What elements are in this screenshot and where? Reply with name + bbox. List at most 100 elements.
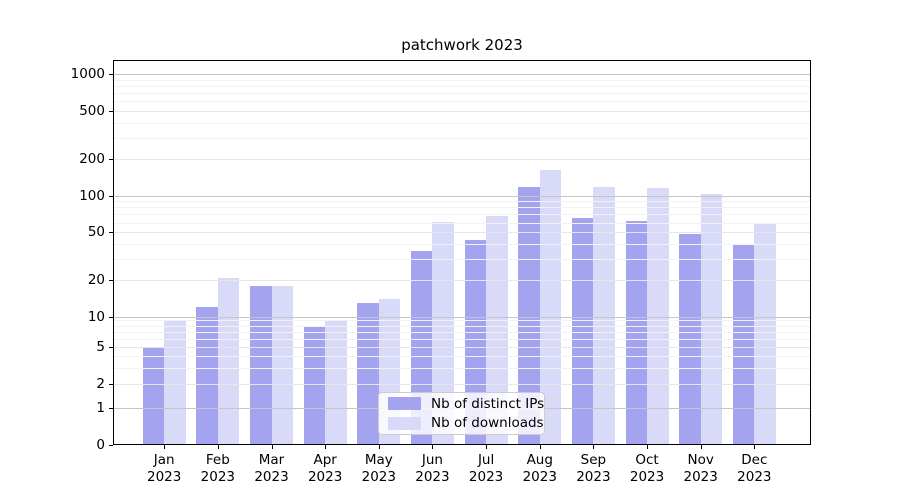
legend-item-distinct-ips: Nb of distinct IPs: [379, 395, 544, 413]
x-tick-label-may: May 2023: [361, 452, 396, 485]
gridline-y-800: [114, 86, 810, 88]
y-tick-label-500: 500: [79, 102, 105, 119]
x-tick-jul: [486, 445, 488, 449]
gridline-y-200: [114, 159, 810, 161]
chart-title: patchwork 2023: [401, 36, 523, 54]
x-tick-label-mar: Mar 2023: [254, 452, 289, 485]
x-tick-jun: [432, 445, 434, 449]
x-tick-nov: [700, 445, 702, 449]
gridline-y-600: [114, 101, 810, 103]
gridline-y-90: [114, 201, 810, 203]
bar-sep-nb-of-downloads: [593, 186, 615, 445]
gridline-y-5: [114, 346, 810, 348]
legend: Nb of distinct IPs Nb of downloads: [378, 392, 545, 435]
y-tick-label-10: 10: [87, 309, 105, 325]
gridline-y-700: [114, 93, 810, 95]
x-tick-feb: [217, 445, 219, 449]
gridline-y-10: [114, 317, 810, 318]
x-tick-label-apr: Apr 2023: [307, 452, 343, 485]
gridline-y-300: [114, 137, 810, 139]
y-tick-label-20: 20: [87, 272, 105, 289]
y-tick-label-0: 0: [96, 437, 105, 453]
gridline-y-4: [114, 355, 810, 357]
bar-jan-nb-of-downloads: [164, 320, 186, 445]
x-tick-label-feb: Feb 2023: [200, 452, 236, 485]
bar-apr-nb-of-downloads: [325, 320, 347, 445]
gridline-y-80: [114, 207, 810, 209]
y-tick-5: [109, 346, 113, 348]
x-tick-jan: [164, 445, 166, 449]
bar-nov-nb-of-downloads: [700, 193, 723, 445]
y-tick-10: [109, 317, 113, 318]
gridline-y-7: [114, 331, 810, 333]
gridline-y-50: [114, 232, 810, 234]
y-tick-1: [109, 407, 113, 409]
bar-jun-nb-of-downloads: [432, 221, 454, 445]
legend-swatch-downloads: [388, 416, 421, 430]
x-tick-oct: [647, 445, 649, 449]
bar-aug-nb-of-downloads: [539, 170, 562, 445]
gridline-y-100: [114, 195, 810, 197]
x-tick-apr: [325, 445, 327, 449]
y-tick-500: [109, 110, 113, 112]
gridline-y-20: [114, 280, 810, 282]
y-tick-label-100: 100: [79, 187, 105, 204]
bar-oct-nb-of-downloads: [647, 188, 669, 445]
y-tick-0: [109, 445, 113, 446]
legend-label-distinct-ips: Nb of distinct IPs: [431, 395, 545, 412]
legend-item-downloads: Nb of downloads: [379, 414, 544, 432]
x-tick-label-jul: Jul 2023: [468, 452, 504, 485]
gridline-y-30: [114, 259, 810, 261]
x-tick-sep: [593, 445, 595, 449]
y-tick-label-2: 2: [96, 376, 105, 393]
y-tick-100: [109, 195, 113, 197]
gridline-y-70: [114, 214, 810, 216]
gridline-y-500: [114, 110, 810, 112]
gridline-y-1000: [114, 74, 810, 76]
x-tick-may: [378, 445, 380, 449]
bar-dec-nb-of-downloads: [754, 224, 776, 445]
gridline-y-8: [114, 325, 810, 327]
bar-feb-nb-of-distinct-ips: [196, 307, 218, 445]
bar-sep-nb-of-distinct-ips: [571, 217, 594, 445]
y-tick-200: [109, 159, 113, 161]
gridline-y-60: [114, 222, 810, 224]
gridline-y-9: [114, 320, 810, 322]
x-tick-label-jan: Jan 2023: [147, 452, 182, 485]
y-tick-label-50: 50: [87, 224, 105, 241]
bar-mar-nb-of-downloads: [271, 286, 293, 445]
y-tick-2: [109, 384, 113, 386]
x-tick-label-aug: Aug 2023: [522, 452, 557, 485]
gridline-y-2: [114, 384, 810, 386]
gridline-y-900: [114, 79, 810, 81]
bar-apr-nb-of-distinct-ips: [303, 325, 326, 445]
x-tick-dec: [754, 445, 756, 449]
x-tick-label-oct: Oct 2023: [629, 452, 665, 485]
x-tick-label-jun: Jun 2023: [415, 452, 450, 485]
bar-mar-nb-of-distinct-ips: [250, 286, 272, 445]
y-tick-20: [109, 280, 113, 282]
bar-oct-nb-of-distinct-ips: [625, 220, 648, 445]
y-tick-label-200: 200: [79, 151, 105, 168]
y-tick-label-1: 1: [96, 399, 105, 416]
y-tick-1000: [109, 74, 113, 76]
gridline-y-40: [114, 243, 810, 245]
gridline-y-3: [114, 367, 810, 369]
bar-jul-nb-of-downloads: [486, 216, 508, 445]
legend-swatch-distinct-ips: [388, 397, 421, 411]
y-tick-50: [109, 232, 113, 234]
y-tick-label-1000: 1000: [70, 66, 105, 83]
gridline-y-400: [114, 122, 810, 124]
x-tick-label-sep: Sep 2023: [576, 452, 611, 485]
x-tick-mar: [271, 445, 273, 449]
bar-nov-nb-of-distinct-ips: [679, 234, 701, 445]
x-tick-label-dec: Dec 2023: [737, 452, 772, 485]
legend-label-downloads: Nb of downloads: [431, 415, 544, 432]
gridline-y-6: [114, 338, 810, 340]
x-tick-label-nov: Nov 2023: [683, 452, 718, 485]
bar-feb-nb-of-downloads: [217, 277, 240, 445]
y-tick-label-5: 5: [96, 338, 105, 355]
bar-aug-nb-of-distinct-ips: [518, 186, 540, 445]
bar-jan-nb-of-distinct-ips: [142, 346, 165, 445]
